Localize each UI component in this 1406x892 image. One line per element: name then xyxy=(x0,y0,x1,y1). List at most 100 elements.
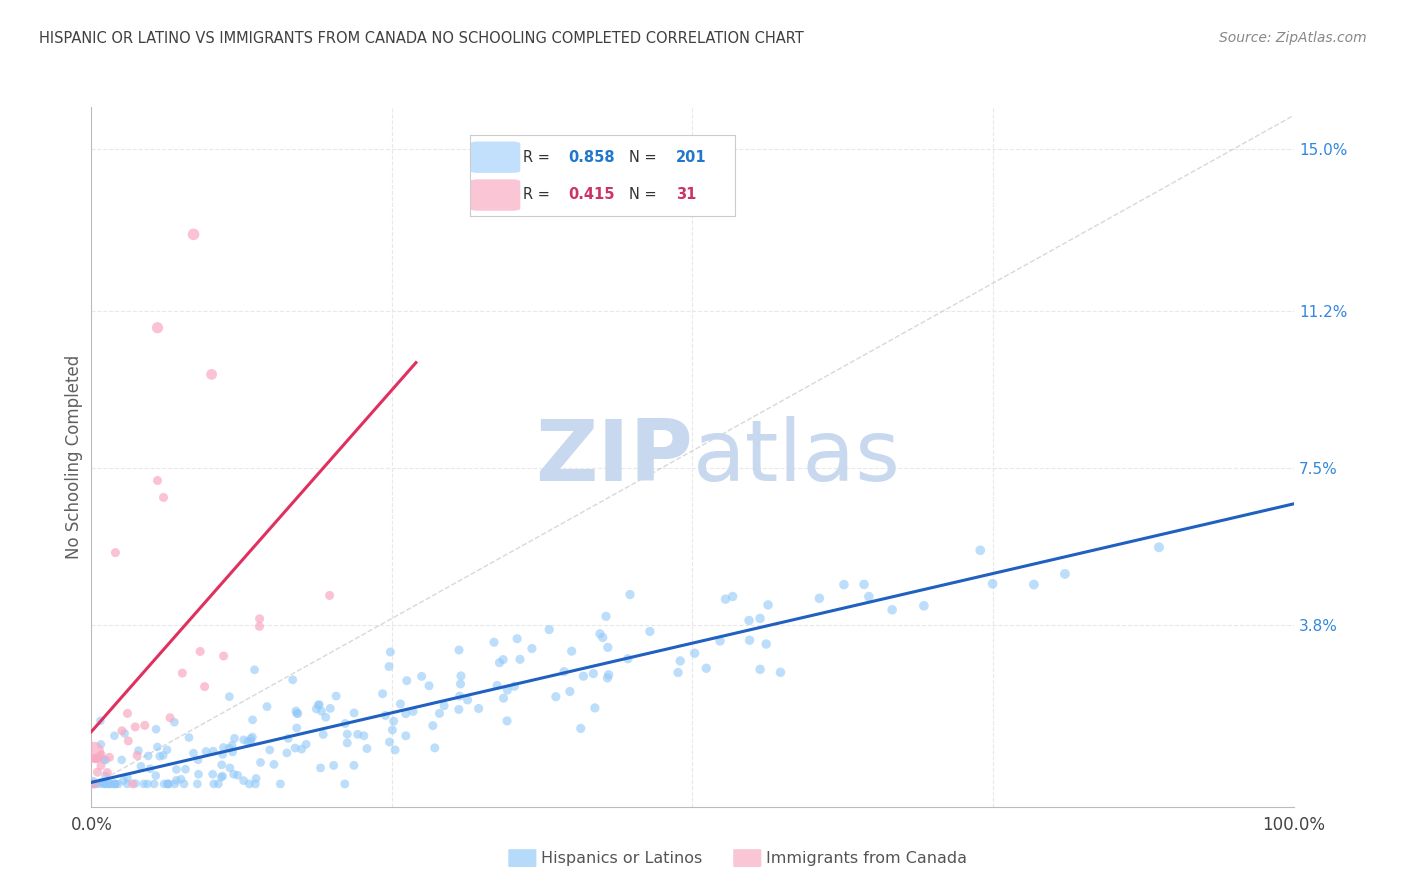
Point xyxy=(402,705,425,719)
Point xyxy=(187,767,209,781)
Point xyxy=(98,750,121,764)
Point xyxy=(107,777,129,791)
Point xyxy=(450,669,472,683)
Point xyxy=(285,721,308,735)
Point xyxy=(117,771,139,785)
Point xyxy=(858,590,880,604)
Point xyxy=(149,749,172,764)
Y-axis label: No Schooling Completed: No Schooling Completed xyxy=(65,355,83,559)
Point xyxy=(83,745,105,759)
Point xyxy=(666,665,689,680)
Point xyxy=(447,643,470,657)
Point xyxy=(170,772,193,787)
Point xyxy=(183,746,205,760)
Point xyxy=(111,723,134,738)
Point xyxy=(153,777,176,791)
Point xyxy=(93,777,115,791)
Point xyxy=(124,776,146,790)
Point xyxy=(492,691,515,706)
Point xyxy=(90,775,112,789)
Point xyxy=(86,765,108,780)
Point xyxy=(83,751,105,765)
Point xyxy=(333,716,356,731)
Point xyxy=(669,654,692,668)
Point xyxy=(211,769,233,783)
Point xyxy=(90,747,112,762)
Point xyxy=(496,683,519,698)
Point xyxy=(486,678,509,692)
Point xyxy=(457,693,479,707)
Point xyxy=(374,708,396,723)
Point xyxy=(115,777,138,791)
Point xyxy=(569,722,592,736)
Text: N =: N = xyxy=(628,187,661,202)
Point xyxy=(222,767,245,781)
Point xyxy=(492,652,515,666)
Text: HISPANIC OR LATINO VS IMMIGRANTS FROM CANADA NO SCHOOLING COMPLETED CORRELATION : HISPANIC OR LATINO VS IMMIGRANTS FROM CA… xyxy=(39,31,804,46)
Point xyxy=(136,777,159,791)
Point xyxy=(418,679,440,693)
Point xyxy=(538,623,561,637)
Point xyxy=(308,698,330,712)
Point xyxy=(243,663,266,677)
Point xyxy=(134,718,156,732)
Point xyxy=(83,777,105,791)
Point xyxy=(749,611,772,625)
Point xyxy=(582,666,605,681)
Point xyxy=(318,589,340,603)
Point xyxy=(263,757,285,772)
Point xyxy=(336,727,359,741)
Point xyxy=(173,777,195,791)
Point xyxy=(291,742,314,756)
Point xyxy=(617,652,640,666)
Point xyxy=(221,739,243,753)
Point xyxy=(249,756,271,770)
Point xyxy=(218,741,240,756)
Point xyxy=(422,718,444,732)
Point xyxy=(211,747,233,762)
Point xyxy=(98,777,121,791)
Point xyxy=(127,743,149,757)
Point xyxy=(683,646,706,660)
Point xyxy=(212,740,235,755)
Point xyxy=(124,720,146,734)
Point xyxy=(882,603,904,617)
Point xyxy=(276,746,298,760)
Point xyxy=(136,748,159,763)
Point xyxy=(371,687,394,701)
Point xyxy=(572,669,595,683)
Point xyxy=(467,701,489,715)
Point xyxy=(1022,577,1045,591)
Point xyxy=(256,699,278,714)
Point xyxy=(1147,541,1170,555)
Point xyxy=(638,624,661,639)
Point xyxy=(853,577,876,591)
Text: ZIP: ZIP xyxy=(534,416,692,499)
Point xyxy=(90,738,112,752)
Point xyxy=(281,673,304,687)
Point xyxy=(163,715,186,730)
Point xyxy=(152,748,174,763)
Text: 0.415: 0.415 xyxy=(568,187,614,202)
Point xyxy=(598,667,620,681)
Point xyxy=(127,748,149,763)
Point xyxy=(94,769,117,783)
Point xyxy=(103,777,125,791)
Point xyxy=(395,706,418,721)
Point xyxy=(226,768,249,782)
Point xyxy=(449,689,471,703)
Point xyxy=(709,634,731,648)
Point xyxy=(83,777,105,791)
Point xyxy=(482,635,505,649)
Point xyxy=(520,641,543,656)
Point xyxy=(177,731,200,745)
Point xyxy=(285,706,308,721)
Point xyxy=(152,491,174,505)
Point xyxy=(714,592,737,607)
Point xyxy=(114,726,136,740)
Point xyxy=(163,777,186,791)
Point xyxy=(832,577,855,591)
Point xyxy=(315,710,337,724)
Text: R =: R = xyxy=(523,150,554,165)
Point xyxy=(755,637,778,651)
